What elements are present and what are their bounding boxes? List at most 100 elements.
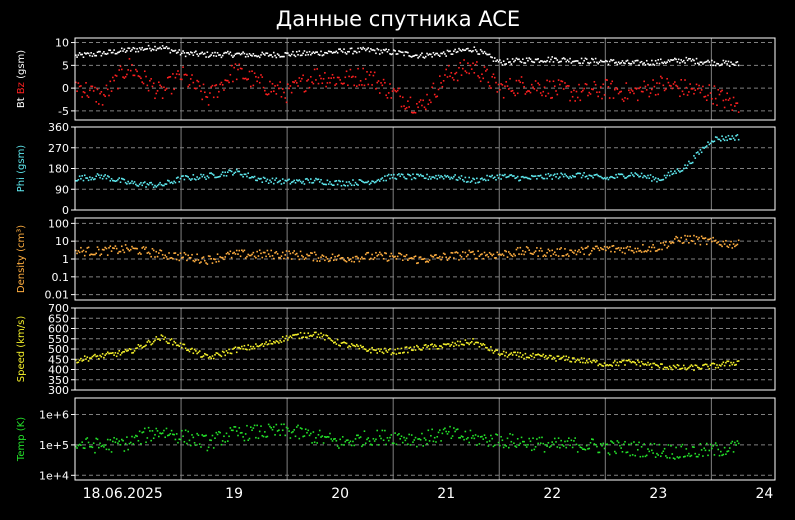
data-point-temp	[674, 458, 676, 460]
data-point-bt	[599, 59, 602, 62]
data-point-temp	[283, 423, 285, 426]
data-point-bz	[267, 93, 270, 95]
data-point-density	[87, 246, 90, 249]
data-point-phi	[170, 181, 173, 184]
data-point-density	[120, 245, 123, 248]
data-point-density	[472, 250, 474, 253]
data-point-speed	[298, 337, 301, 340]
data-point-density	[681, 242, 684, 244]
data-point-bz	[565, 85, 568, 88]
data-point-bz	[562, 88, 565, 90]
data-point-speed	[698, 367, 700, 369]
data-point-bz	[117, 87, 119, 90]
data-point-temp	[709, 443, 712, 446]
data-point-bt	[578, 62, 580, 64]
data-point-temp	[272, 426, 275, 428]
data-point-speed	[186, 349, 188, 352]
data-point-bt	[707, 59, 709, 62]
data-point-bt	[407, 51, 409, 54]
data-point-speed	[206, 354, 209, 356]
data-point-bz	[648, 95, 651, 98]
data-point-bt	[734, 64, 736, 66]
data-point-bz	[321, 82, 324, 85]
data-point-bt	[315, 51, 317, 53]
data-point-phi	[511, 175, 514, 177]
data-point-phi	[163, 184, 165, 187]
data-point-temp	[575, 443, 578, 446]
data-point-density	[573, 252, 575, 254]
data-point-phi	[276, 181, 279, 184]
data-point-bz	[602, 83, 605, 86]
data-point-bt	[292, 50, 294, 53]
data-point-bz	[149, 79, 151, 82]
data-point-density	[301, 254, 303, 257]
data-point-temp	[241, 431, 243, 434]
data-point-phi	[437, 174, 440, 177]
data-point-phi	[230, 170, 233, 173]
data-point-density	[394, 255, 396, 258]
data-point-bz	[515, 79, 518, 82]
data-point-speed	[358, 347, 361, 350]
data-point-density	[548, 250, 551, 252]
data-point-speed	[151, 342, 154, 345]
data-point-temp	[267, 423, 270, 426]
data-point-phi	[399, 175, 402, 178]
data-point-density	[410, 257, 413, 259]
data-point-bz	[329, 81, 331, 84]
data-point-density	[652, 244, 654, 246]
data-point-bt	[534, 58, 537, 61]
data-point-temp	[108, 448, 110, 451]
data-point-speed	[293, 334, 296, 336]
data-point-temp	[76, 447, 78, 449]
data-point-bz	[370, 71, 372, 73]
data-point-density	[242, 250, 244, 253]
data-point-phi	[209, 172, 211, 175]
data-point-bt	[138, 47, 141, 49]
data-point-temp	[667, 444, 670, 446]
data-point-bt	[143, 48, 146, 51]
data-point-bz	[605, 78, 607, 81]
data-point-phi	[233, 172, 235, 175]
data-point-density	[435, 254, 437, 256]
data-point-speed	[310, 334, 312, 337]
data-point-bz	[78, 85, 81, 88]
data-point-bt	[359, 47, 362, 49]
data-point-speed	[405, 346, 408, 348]
data-point-bt	[643, 62, 645, 64]
data-point-speed	[147, 339, 150, 342]
data-point-bt	[274, 54, 276, 57]
data-point-bt	[537, 58, 539, 60]
y-axis-label-part: (gsm)	[16, 50, 27, 82]
data-point-density	[561, 255, 564, 257]
data-point-bz	[147, 89, 150, 92]
data-point-bt	[387, 48, 390, 51]
data-point-density	[538, 249, 541, 252]
data-point-speed	[615, 364, 617, 366]
data-point-bz	[161, 97, 164, 99]
data-point-bz	[92, 90, 95, 92]
data-point-temp	[387, 439, 390, 442]
data-point-bz	[285, 101, 288, 104]
data-point-temp	[197, 434, 200, 437]
data-point-density	[421, 258, 423, 261]
data-point-bz	[81, 96, 83, 98]
data-point-phi	[278, 180, 280, 183]
data-point-speed	[477, 341, 479, 344]
data-point-temp	[191, 434, 193, 436]
data-point-temp	[522, 440, 524, 443]
data-point-temp	[164, 436, 167, 439]
data-point-bz	[87, 96, 90, 99]
data-point-phi	[450, 176, 453, 179]
data-point-bt	[155, 49, 158, 52]
data-point-phi	[598, 175, 601, 178]
data-point-temp	[255, 436, 257, 439]
x-tick-label: 20	[331, 486, 349, 502]
data-point-speed	[399, 352, 402, 354]
data-point-phi	[631, 174, 634, 176]
data-point-density	[298, 258, 301, 261]
data-point-density	[564, 248, 566, 250]
data-point-temp	[625, 451, 628, 454]
data-point-bt	[203, 52, 206, 55]
data-point-density	[648, 246, 651, 248]
data-point-bz	[372, 74, 375, 77]
